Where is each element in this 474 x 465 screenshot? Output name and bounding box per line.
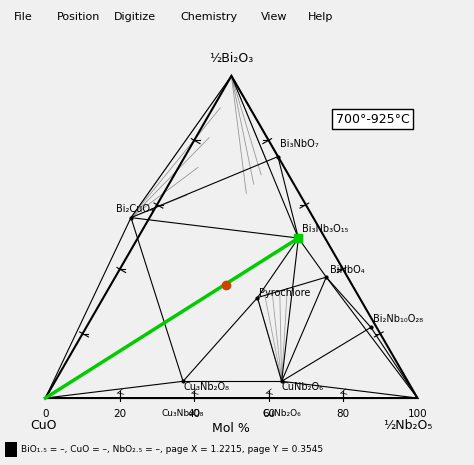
Text: Mol %: Mol % bbox=[212, 422, 250, 435]
Text: CuO: CuO bbox=[30, 418, 57, 432]
Text: View: View bbox=[261, 12, 287, 22]
Text: Bi₂CuO₄: Bi₂CuO₄ bbox=[116, 204, 154, 214]
Text: Cu₃Nb₂O₈: Cu₃Nb₂O₈ bbox=[162, 409, 204, 418]
Text: Chemistry: Chemistry bbox=[180, 12, 237, 22]
Text: Digitize: Digitize bbox=[114, 12, 156, 22]
Text: Pyrochlore: Pyrochlore bbox=[259, 287, 310, 298]
Text: 100: 100 bbox=[408, 409, 427, 419]
Text: 700°-925°C: 700°-925°C bbox=[336, 113, 410, 126]
Text: 80: 80 bbox=[337, 409, 350, 419]
Text: Bi₂Nb₁₀O₂₈: Bi₂Nb₁₀O₂₈ bbox=[373, 313, 423, 324]
Text: Bi₃NbO₇: Bi₃NbO₇ bbox=[280, 139, 319, 149]
Text: ½Bi₂O₃: ½Bi₂O₃ bbox=[210, 52, 254, 65]
Text: CuNb₂O₆: CuNb₂O₆ bbox=[262, 409, 301, 418]
Text: 60: 60 bbox=[262, 409, 275, 419]
Text: 0: 0 bbox=[42, 409, 49, 419]
Text: BiNbO₄: BiNbO₄ bbox=[330, 265, 365, 275]
Text: 40: 40 bbox=[188, 409, 201, 419]
Text: BiO₁.₅ = –, CuO = –, NbO₂.₅ = –, page X = 1.2215, page Y = 0.3545: BiO₁.₅ = –, CuO = –, NbO₂.₅ = –, page X … bbox=[21, 445, 323, 454]
Text: CuNb₂O₆: CuNb₂O₆ bbox=[282, 382, 324, 392]
Bar bbox=[5, 442, 17, 458]
Text: Position: Position bbox=[57, 12, 100, 22]
Text: Bi₃Nb₃O₁₅: Bi₃Nb₃O₁₅ bbox=[302, 224, 348, 234]
Text: ½Nb₂O₅: ½Nb₂O₅ bbox=[383, 418, 432, 432]
Text: Cu₃Nb₂O₈: Cu₃Nb₂O₈ bbox=[183, 382, 229, 392]
Text: File: File bbox=[14, 12, 33, 22]
Text: Help: Help bbox=[308, 12, 334, 22]
Text: 20: 20 bbox=[113, 409, 127, 419]
